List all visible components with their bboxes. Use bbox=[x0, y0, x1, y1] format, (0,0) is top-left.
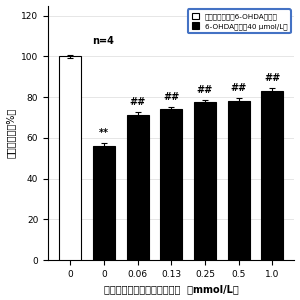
Legend: コントロール（6-OHDAなし）, 6-OHDA処理（40 μmol/L）: コントロール（6-OHDAなし）, 6-OHDA処理（40 μmol/L） bbox=[188, 9, 291, 33]
Y-axis label: 細胞生存率（%）: 細胞生存率（%） bbox=[6, 108, 16, 158]
Text: ##: ## bbox=[130, 97, 146, 107]
Text: ##: ## bbox=[163, 92, 179, 102]
Bar bbox=[93, 146, 115, 260]
X-axis label: エルゴチオネイン前処理濃度  （mmol/L）: エルゴチオネイン前処理濃度 （mmol/L） bbox=[104, 284, 238, 294]
Text: ##: ## bbox=[197, 85, 213, 95]
Bar bbox=[261, 91, 283, 260]
Bar bbox=[228, 101, 250, 260]
Text: ##: ## bbox=[230, 83, 247, 93]
Bar bbox=[59, 56, 81, 260]
Text: n=4: n=4 bbox=[92, 36, 114, 46]
Bar bbox=[160, 110, 182, 260]
Bar bbox=[194, 102, 216, 260]
Bar bbox=[127, 115, 148, 260]
Text: ##: ## bbox=[264, 73, 280, 83]
Text: **: ** bbox=[99, 128, 109, 138]
